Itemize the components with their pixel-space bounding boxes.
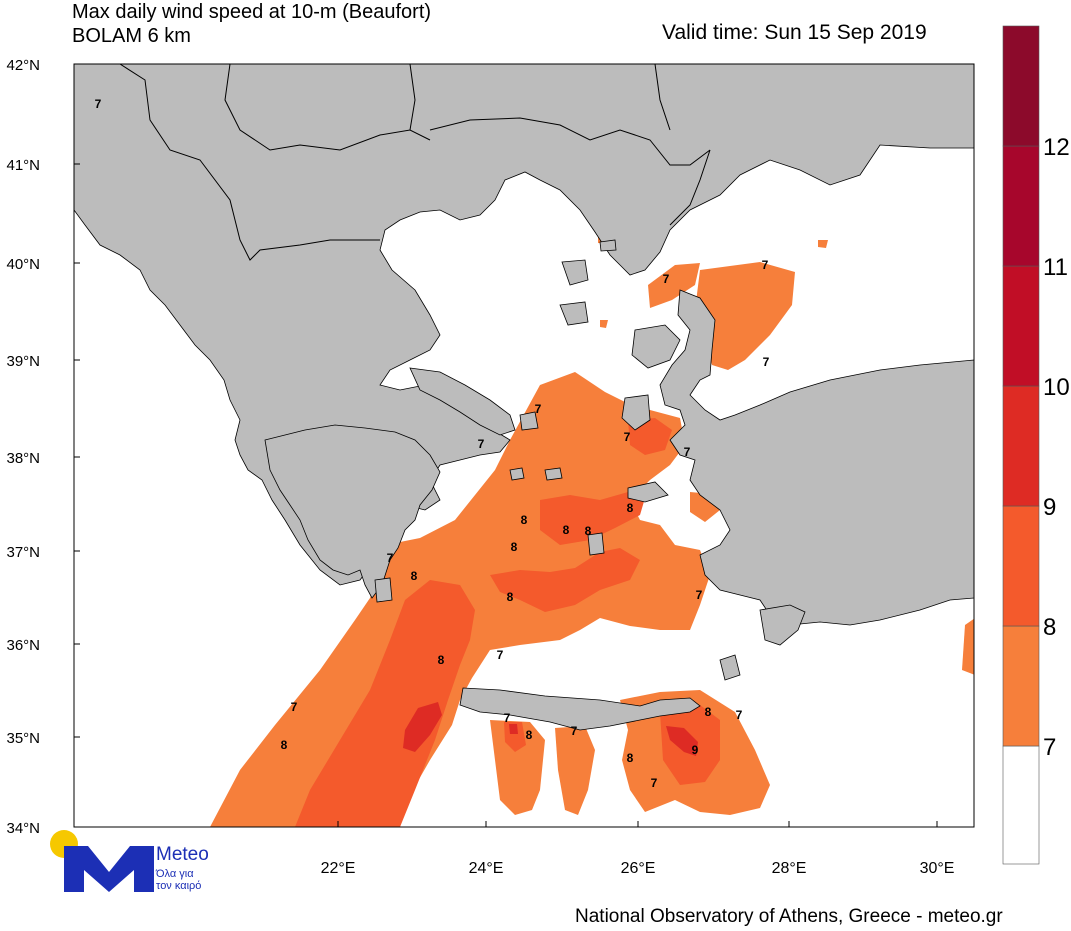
wind-bf9-zone bbox=[403, 702, 698, 756]
title-line-2: BOLAM 6 km bbox=[72, 25, 191, 47]
contour-label: 7 bbox=[684, 445, 691, 459]
colorbar-band bbox=[1002, 145, 1040, 267]
map-area bbox=[74, 64, 974, 827]
contour-label: 9 bbox=[692, 743, 699, 757]
logo-tagline: Όλα για τον καιρό bbox=[156, 868, 236, 892]
contour-label: 8 bbox=[705, 705, 712, 719]
credit-text: National Observatory of Athens, Greece -… bbox=[575, 906, 1003, 927]
contour-label: 7 bbox=[504, 711, 511, 725]
wind-bf8-zone bbox=[295, 418, 720, 827]
contour-label: 8 bbox=[627, 751, 634, 765]
valid-time: Valid time: Sun 15 Sep 2019 bbox=[662, 21, 927, 44]
colorbar: 7 8 9 10 11 12 bbox=[1002, 25, 1070, 865]
land-thasos bbox=[561, 259, 589, 286]
land-naxos bbox=[587, 532, 605, 556]
contour-label: 7 bbox=[696, 588, 703, 602]
colorbar-band bbox=[1002, 265, 1040, 387]
contour-label: 7 bbox=[571, 724, 578, 738]
contour-label: 7 bbox=[651, 776, 658, 790]
colorbar-band bbox=[1002, 625, 1040, 747]
colorbar-band bbox=[1002, 385, 1040, 507]
land-limnos bbox=[559, 301, 589, 326]
longitude-axis: 22°E 24°E 26°E 28°E 30°E bbox=[321, 821, 955, 877]
contour-label: 7 bbox=[387, 551, 394, 565]
contour-label: 7 bbox=[763, 355, 770, 369]
colorbar-label: 12 bbox=[1043, 134, 1070, 161]
contour-label: 8 bbox=[411, 569, 418, 583]
lat-tick-label: 34°N bbox=[6, 820, 40, 837]
lat-tick-label: 41°N bbox=[6, 157, 40, 174]
contour-label: 7 bbox=[736, 708, 743, 722]
land-rhodes bbox=[759, 604, 806, 646]
contour-label: 8 bbox=[627, 501, 634, 515]
colorbar-label: 8 bbox=[1043, 614, 1056, 641]
lat-tick-label: 42°N bbox=[6, 57, 40, 74]
contour-label: 7 bbox=[624, 430, 631, 444]
land-samos bbox=[627, 481, 669, 503]
contour-label: 8 bbox=[511, 540, 518, 554]
contour-label: 7 bbox=[535, 402, 542, 416]
lat-tick-label: 36°N bbox=[6, 637, 40, 654]
colorbar-band bbox=[1002, 745, 1040, 865]
lon-tick-label: 30°E bbox=[920, 860, 955, 877]
colorbar-band bbox=[1002, 505, 1040, 627]
m-letter-icon bbox=[64, 846, 154, 892]
lon-tick-label: 22°E bbox=[321, 860, 356, 877]
contour-label: 8 bbox=[563, 523, 570, 537]
colorbar-label: 10 bbox=[1043, 374, 1070, 401]
meteo-logo: Meteo Όλα για τον καιρό bbox=[50, 830, 230, 894]
contour-label: 8 bbox=[521, 513, 528, 527]
contour-label: 7 bbox=[663, 272, 670, 286]
lat-tick-label: 35°N bbox=[6, 730, 40, 747]
contour-label: 8 bbox=[281, 738, 288, 752]
colorbar-band bbox=[1002, 25, 1040, 147]
contour-label: 7 bbox=[497, 648, 504, 662]
map-title: Max daily wind speed at 10-m (Beaufort) … bbox=[72, 0, 431, 48]
lat-tick-label: 40°N bbox=[6, 256, 40, 273]
lat-tick-label: 39°N bbox=[6, 353, 40, 370]
land-euboea bbox=[409, 367, 516, 436]
land-kasos bbox=[719, 654, 741, 681]
logo-name: Meteo bbox=[156, 844, 209, 865]
contour-label: 7 bbox=[478, 437, 485, 451]
land-crete bbox=[459, 687, 701, 731]
land-skyros bbox=[519, 411, 539, 431]
lon-tick-label: 28°E bbox=[772, 860, 807, 877]
land-cyclades-a bbox=[509, 467, 525, 481]
lat-tick-label: 37°N bbox=[6, 544, 40, 561]
land-chios bbox=[621, 394, 651, 431]
contour-label: 7 bbox=[95, 97, 102, 111]
contour-label: 8 bbox=[585, 524, 592, 538]
lat-tick-label: 38°N bbox=[6, 450, 40, 467]
land-kythera bbox=[374, 577, 393, 603]
contour-label: 8 bbox=[507, 590, 514, 604]
land-lesbos bbox=[631, 324, 681, 369]
land-cyclades-b bbox=[544, 467, 563, 481]
lon-tick-label: 24°E bbox=[469, 860, 504, 877]
logo-tagline-line-1: Όλα για bbox=[156, 868, 194, 880]
contour-label: 7 bbox=[291, 700, 298, 714]
title-line-1: Max daily wind speed at 10-m (Beaufort) bbox=[72, 1, 432, 23]
colorbar-label: 7 bbox=[1043, 734, 1056, 761]
map-frame bbox=[73, 63, 975, 828]
country-borders bbox=[119, 64, 711, 261]
lon-tick-label: 26°E bbox=[621, 860, 656, 877]
logo-tagline-line-2: τον καιρό bbox=[156, 880, 202, 892]
contour-label: 8 bbox=[438, 653, 445, 667]
colorbar-label: 11 bbox=[1043, 254, 1068, 281]
latitude-axis: 42°N 41°N 40°N 39°N 38°N 37°N 36°N 35°N 34°N bbox=[6, 57, 80, 837]
contour-label: 7 bbox=[762, 258, 769, 272]
contour-label: 8 bbox=[526, 728, 533, 742]
land-masses bbox=[74, 64, 974, 731]
land-peloponnese bbox=[264, 424, 441, 599]
colorbar-label: 9 bbox=[1043, 494, 1056, 521]
land-gokceada bbox=[599, 239, 617, 252]
